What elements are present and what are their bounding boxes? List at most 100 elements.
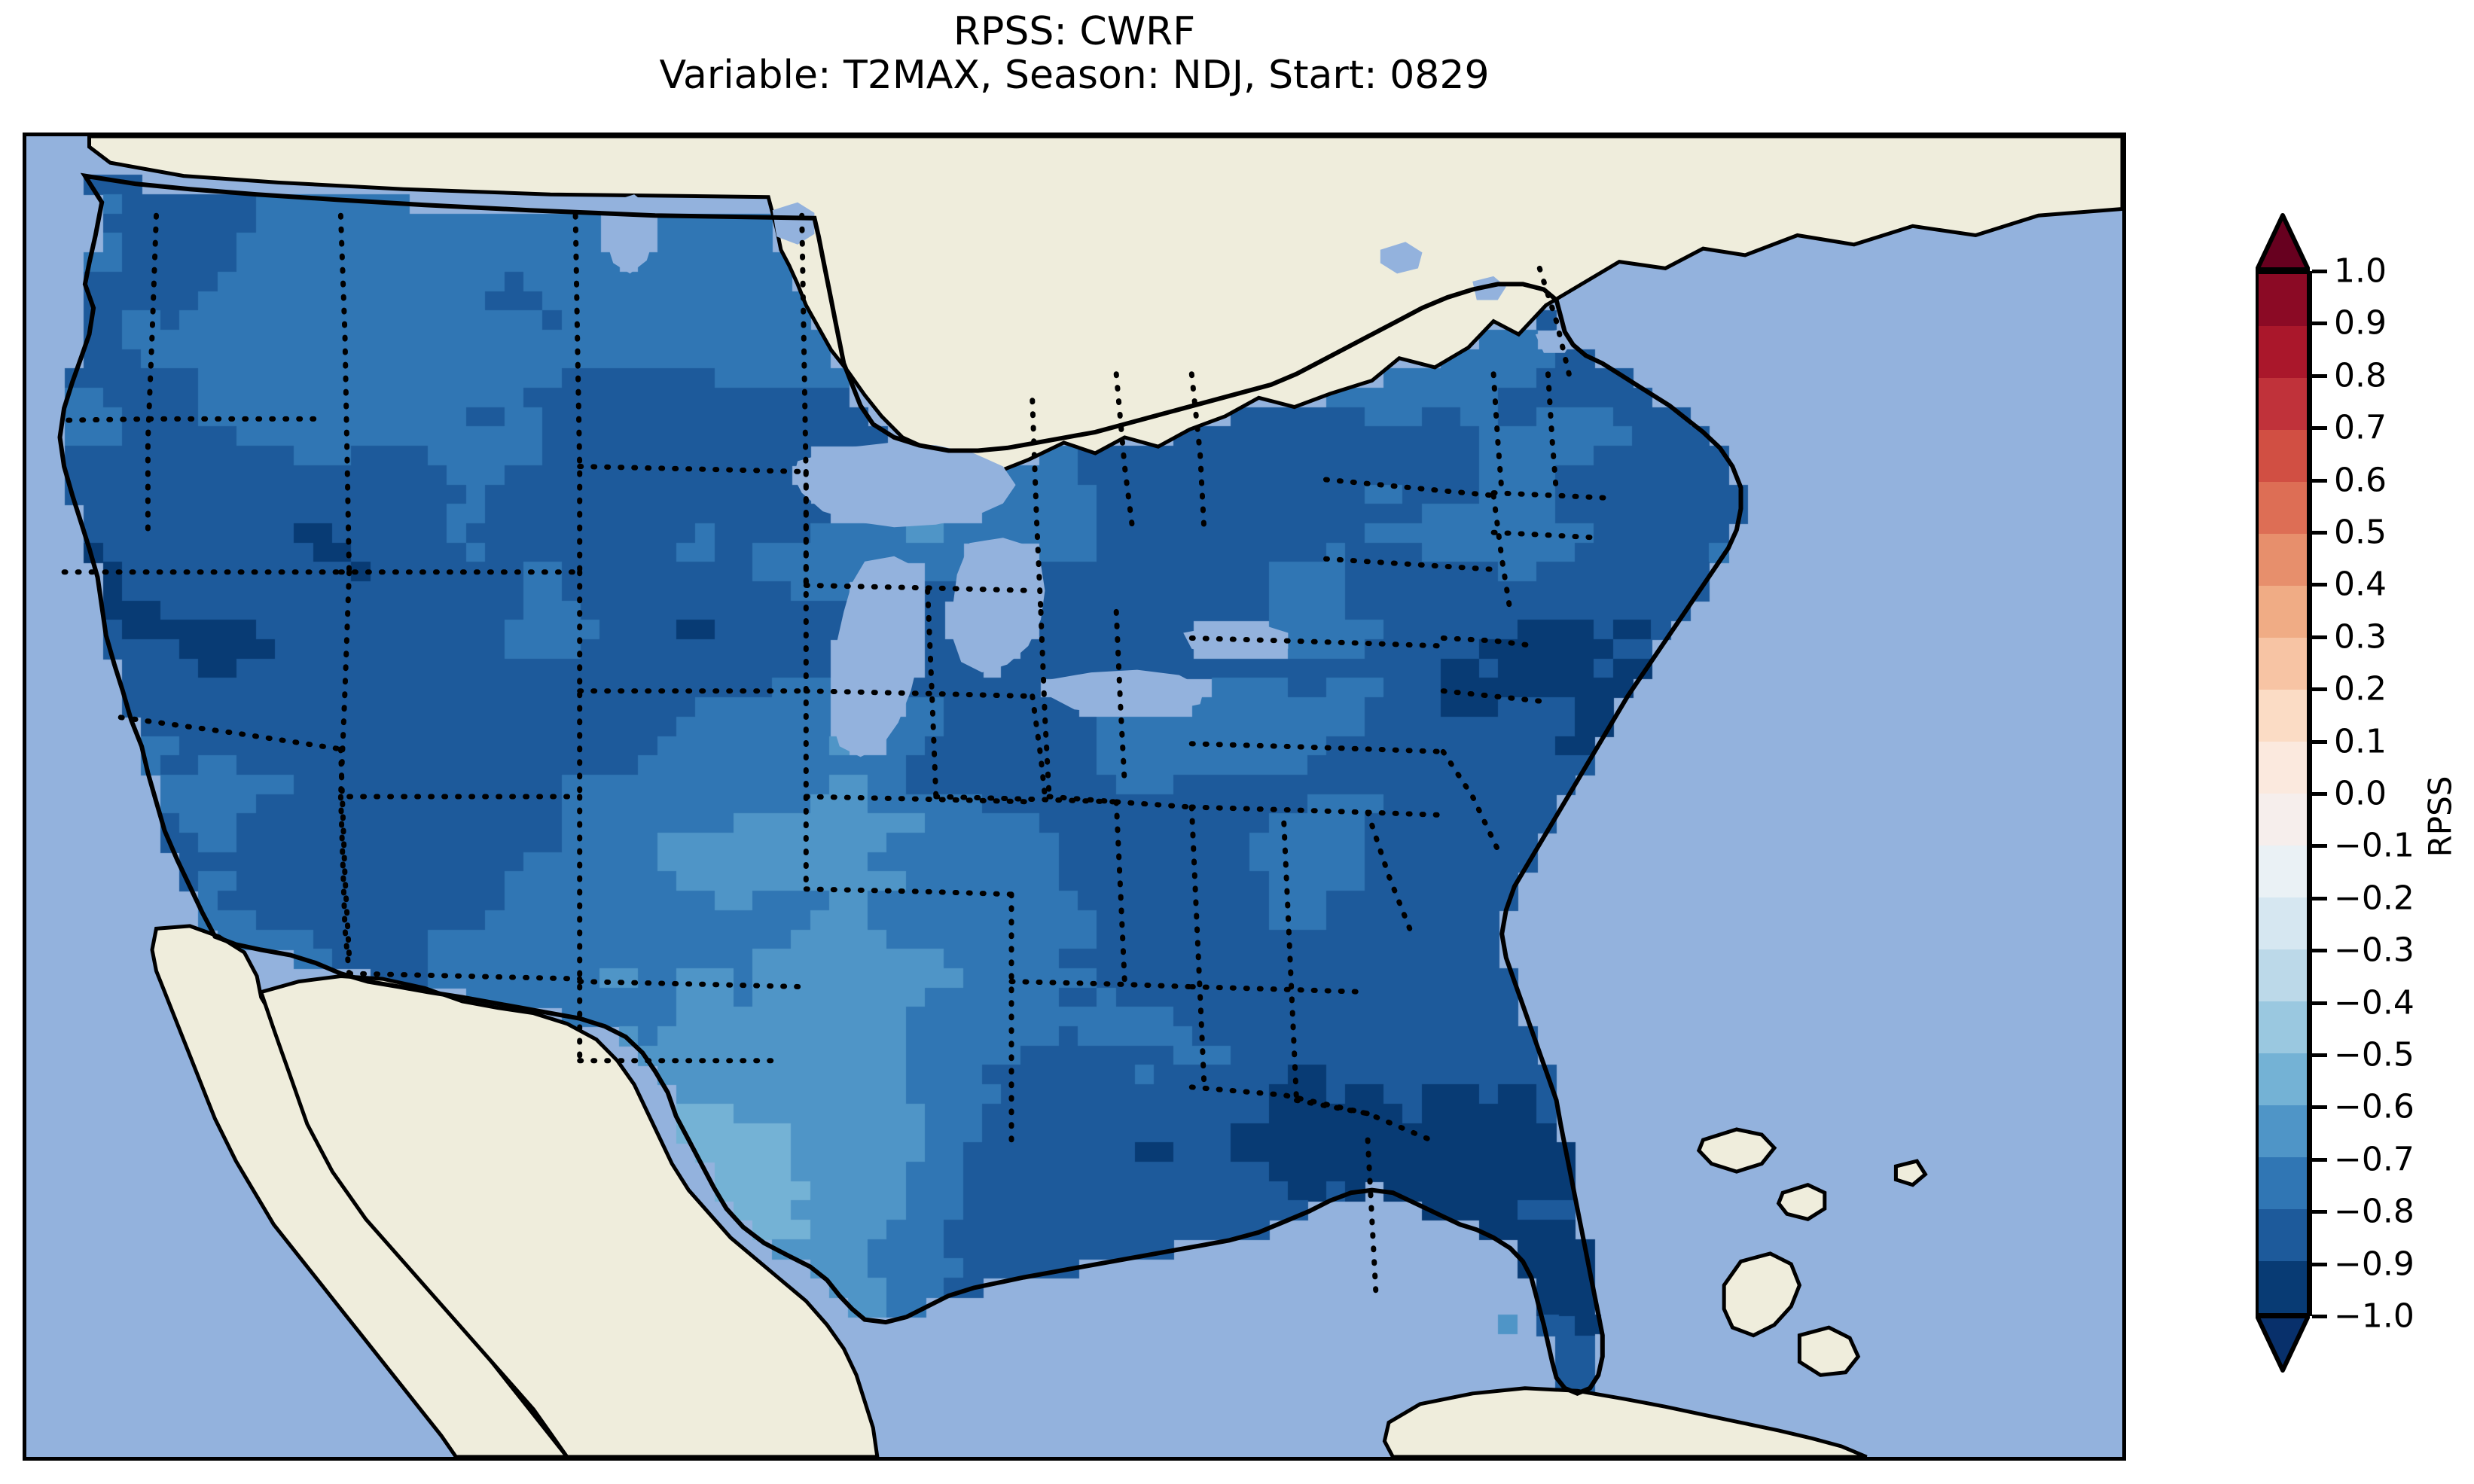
state-border xyxy=(117,715,343,752)
colorbar-tick xyxy=(2312,270,2327,273)
geo-path xyxy=(1722,1251,1802,1338)
colorbar-tick-label: −0.6 xyxy=(2334,1087,2415,1126)
geo-path xyxy=(1776,1183,1827,1221)
geo-path xyxy=(1696,1127,1777,1174)
colorbar-tick xyxy=(2312,896,2327,900)
colorbar-tick-label: −0.9 xyxy=(2334,1245,2415,1284)
colorbar-tick-label: −0.7 xyxy=(2334,1140,2415,1179)
colorbar-segment xyxy=(2259,274,2307,326)
state-border xyxy=(1323,556,1496,572)
geo-path xyxy=(772,202,815,245)
colorbar-tick-label: 0.0 xyxy=(2334,774,2387,813)
state-border xyxy=(1188,1084,1371,1117)
colorbar-tick-label: −0.5 xyxy=(2334,1035,2415,1074)
colorbar-tick xyxy=(2312,1053,2327,1057)
state-border xyxy=(1536,265,1572,377)
colorbar-tick xyxy=(2312,1157,2327,1162)
state-border xyxy=(1490,490,1614,501)
state-border xyxy=(1113,608,1127,786)
colorbar-segment xyxy=(2259,378,2307,430)
geo-path xyxy=(605,194,655,274)
state-border xyxy=(1365,809,1413,931)
state-border xyxy=(1490,492,1513,614)
colorbar: 1.0 0.9 0.8 0.7 0.6 0.5 0.4 0.3 0.2 0.1 0.0 −0.1 −0.… xyxy=(2254,213,2474,1400)
state-border xyxy=(1030,693,1048,800)
state-border xyxy=(1188,371,1207,535)
geo-path xyxy=(1893,1159,1928,1187)
state-border xyxy=(1008,979,1194,990)
colorbar-tick-label: 0.6 xyxy=(2334,461,2387,500)
geo-path xyxy=(1380,242,1423,274)
colorbar-segment xyxy=(2259,846,2307,897)
colorbar-segment xyxy=(2259,949,2307,1001)
colorbar-tick xyxy=(2312,687,2327,692)
colorbar-tick-label: 0.9 xyxy=(2334,303,2387,343)
colorbar-tick xyxy=(2312,1262,2327,1266)
colorbar-segment xyxy=(2259,534,2307,586)
colorbar-max-extend-arrow xyxy=(2256,213,2310,272)
geo-path xyxy=(953,538,1045,673)
state-border xyxy=(577,464,809,474)
state-border xyxy=(1440,635,1539,649)
colorbar-tick xyxy=(2312,583,2327,587)
colorbar-tick-label: −0.3 xyxy=(2334,931,2415,970)
colorbar-tick xyxy=(2312,1315,2327,1318)
colorbar-tick xyxy=(2312,1210,2327,1214)
colorbar-segment xyxy=(2259,638,2307,690)
colorbar-tick xyxy=(2312,321,2327,326)
colorbar-tick-label: −0.4 xyxy=(2334,983,2415,1022)
state-border-paths xyxy=(61,212,1614,1301)
state-border xyxy=(1294,1097,1434,1143)
colorbar-segment xyxy=(2259,1053,2307,1105)
state-border xyxy=(1281,820,1299,1103)
state-border xyxy=(577,979,805,990)
colorbar-spine xyxy=(2308,271,2312,1316)
colorbar-tick xyxy=(2312,478,2327,483)
colorbar-segment xyxy=(2259,430,2307,482)
colorbar-segment xyxy=(2259,482,2307,534)
state-border xyxy=(1440,688,1547,705)
map-axes xyxy=(23,133,2126,1461)
state-border xyxy=(1113,799,1127,985)
colorbar-tick-label: −0.1 xyxy=(2334,826,2415,865)
colorbar-tick xyxy=(2312,531,2327,535)
state-border xyxy=(1490,529,1601,541)
colorbar-segment xyxy=(2259,794,2307,846)
colorbar-tick-label: 0.3 xyxy=(2334,617,2387,657)
colorbar-tick-label: 0.5 xyxy=(2334,513,2387,552)
colorbar-tick-label: −0.8 xyxy=(2334,1192,2415,1231)
colorbar-segment xyxy=(2259,586,2307,638)
colorbar-tick xyxy=(2312,426,2327,431)
land-polygons xyxy=(87,136,2122,1457)
colorbar-segment xyxy=(2259,1105,2307,1157)
colorbar-tick xyxy=(2312,373,2327,378)
map-geography-layer xyxy=(57,136,2122,1457)
state-border xyxy=(1365,1137,1379,1301)
geo-path xyxy=(831,556,924,757)
geo-path xyxy=(57,172,1743,1397)
colorbar-min-extend-arrow xyxy=(2256,1314,2310,1373)
colorbar-tick-label: 0.1 xyxy=(2334,722,2387,761)
state-border xyxy=(1545,371,1560,496)
colorbar-segment xyxy=(2259,1209,2307,1261)
state-border xyxy=(145,212,159,535)
geo-path xyxy=(87,136,2122,475)
geo-path xyxy=(793,442,1016,528)
colorbar-segment xyxy=(2259,742,2307,794)
state-border xyxy=(1188,984,1371,995)
state-border xyxy=(1113,371,1136,535)
state-border xyxy=(572,212,583,575)
colorbar-tick xyxy=(2312,1001,2327,1005)
chart-title-block: RPSS: CWRF Variable: T2MAX, Season: NDJ,… xyxy=(0,0,2149,99)
map-plot-area xyxy=(26,136,2122,1457)
state-border xyxy=(1030,398,1044,614)
state-border xyxy=(1188,635,1446,649)
colorbar-tick xyxy=(2312,949,2327,953)
colorbar-tick-label: 1.0 xyxy=(2334,251,2387,291)
geo-path xyxy=(1045,669,1204,715)
colorbar-segment xyxy=(2259,326,2307,378)
state-border xyxy=(337,794,352,977)
state-border xyxy=(337,746,352,958)
colorbar-segment xyxy=(2259,690,2307,742)
state-border xyxy=(1188,741,1446,754)
